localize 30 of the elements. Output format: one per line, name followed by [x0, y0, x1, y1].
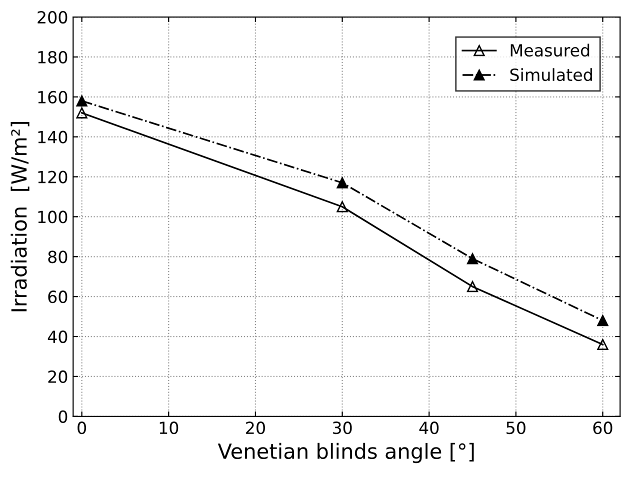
x-tick-label: 60	[593, 422, 612, 434]
point	[76, 107, 88, 118]
y-tick-label: 100	[38, 210, 68, 224]
x-axis-title: Venetian blinds angle [°]	[218, 442, 474, 464]
x-tick-label: 20	[246, 422, 265, 434]
y-tick-label: 40	[48, 330, 68, 344]
point	[597, 338, 608, 350]
y-tick-label: 180	[38, 50, 68, 64]
point	[336, 201, 348, 212]
y-tick-label: 140	[38, 130, 68, 144]
y-tick-label: 120	[38, 170, 68, 184]
y-axis-title: Irradiation [W/m²]	[10, 122, 30, 312]
legend-label: Simulated	[510, 68, 592, 82]
y-tick-label: 0	[58, 410, 68, 423]
x-tick-label: 0	[78, 422, 86, 434]
y-tick-label: 80	[48, 250, 68, 264]
x-tick-label: 40	[419, 422, 439, 434]
x-tick-label: 30	[332, 422, 352, 434]
point	[466, 253, 478, 264]
legend-label: Measured	[510, 44, 590, 57]
point	[597, 314, 608, 326]
y-tick-label: 200	[38, 11, 68, 24]
x-tick-label: 10	[160, 422, 178, 434]
y-tick-label: 160	[38, 90, 68, 104]
point	[336, 177, 348, 188]
point	[466, 281, 478, 292]
y-tick-label: 20	[48, 370, 68, 384]
point	[76, 95, 88, 106]
x-tick-label: 50	[506, 422, 526, 434]
y-tick-label: 60	[48, 290, 68, 304]
